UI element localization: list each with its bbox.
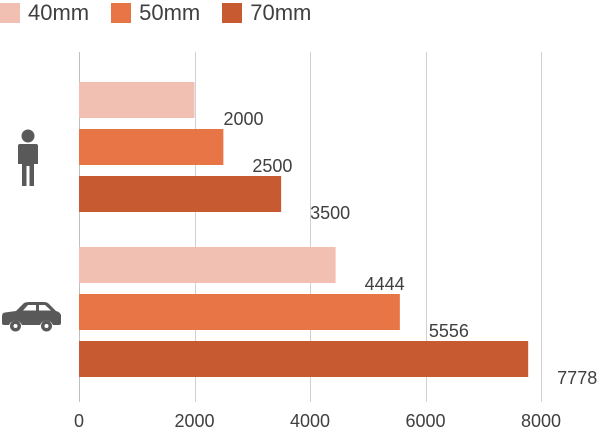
data-labels: 2000 2500 3500 4444 5556 7778 <box>224 109 598 388</box>
legend-label-50mm: 50mm <box>139 0 201 25</box>
x-tick-label: 0 <box>74 411 84 428</box>
bar-70mm-car <box>79 341 529 377</box>
legend-swatch-50mm <box>111 3 132 23</box>
person-icon <box>18 129 38 186</box>
x-axis-tick-labels: 0 2000 4000 6000 8000 <box>74 411 561 428</box>
bar-50mm-person <box>79 129 224 165</box>
data-label-70mm-person: 3500 <box>310 203 350 223</box>
data-label-70mm-car: 7778 <box>557 368 597 388</box>
legend-swatch-40mm <box>0 3 20 23</box>
bar-50mm-car <box>79 294 400 330</box>
car-icon <box>2 302 61 332</box>
data-label-40mm-person: 2000 <box>224 109 264 129</box>
legend-label-40mm: 40mm <box>28 0 90 25</box>
bar-40mm-car <box>79 247 336 283</box>
legend: 40mm 50mm 70mm <box>0 0 333 26</box>
legend-item-40mm: 40mm <box>0 0 89 26</box>
legend-label-70mm: 70mm <box>250 0 312 25</box>
legend-item-70mm: 70mm <box>222 0 311 26</box>
x-tick-label: 2000 <box>174 411 214 428</box>
bar-40mm-person <box>79 82 195 118</box>
x-tick-label: 6000 <box>405 411 445 428</box>
data-label-40mm-car: 4444 <box>365 274 405 294</box>
bar-70mm-person <box>79 176 282 212</box>
legend-item-50mm: 50mm <box>111 0 200 26</box>
data-label-50mm-person: 2500 <box>252 156 292 176</box>
x-tick-label: 4000 <box>290 411 330 428</box>
data-label-50mm-car: 5556 <box>429 321 469 341</box>
bars <box>79 82 529 377</box>
legend-swatch-70mm <box>222 3 243 23</box>
x-tick-label: 8000 <box>521 411 561 428</box>
